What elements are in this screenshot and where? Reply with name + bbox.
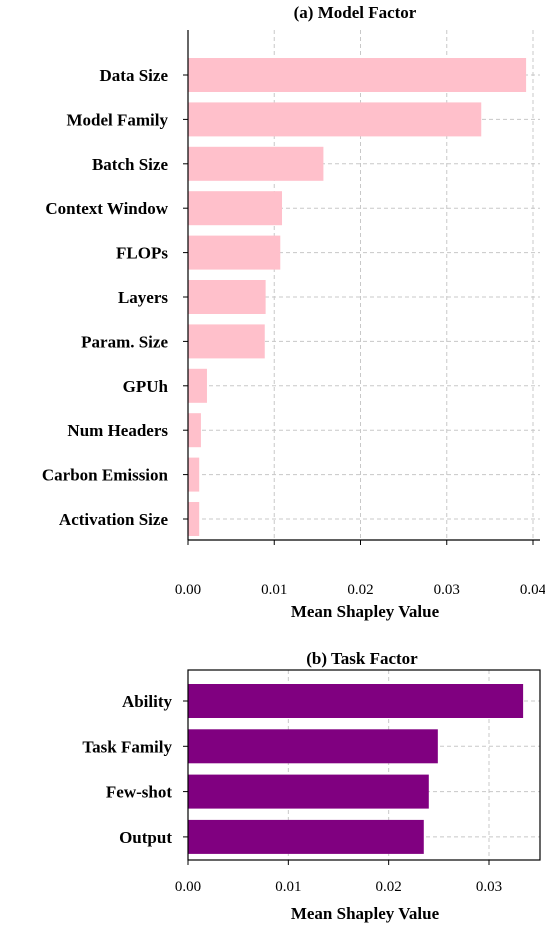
bar-a bbox=[188, 413, 201, 448]
x-tick-label-b: 0.02 bbox=[376, 879, 402, 895]
bar-a bbox=[188, 368, 207, 403]
category-label-a: Data Size bbox=[100, 66, 169, 85]
category-label-b: Output bbox=[119, 828, 172, 847]
x-tick-label-a: 0.01 bbox=[261, 582, 287, 598]
bar-a bbox=[188, 324, 265, 359]
category-label-a: FLOPs bbox=[116, 244, 168, 263]
x-tick-label-a: 0.03 bbox=[434, 582, 460, 598]
category-label-a: Layers bbox=[118, 288, 168, 307]
x-tick-label-a: 0.02 bbox=[347, 582, 373, 598]
category-label-a: Batch Size bbox=[92, 155, 168, 174]
category-label-b: Ability bbox=[122, 692, 173, 711]
x-tick-label-a: 0.04 bbox=[520, 582, 545, 598]
category-label-a: Num Headers bbox=[67, 421, 168, 440]
bar-a bbox=[188, 146, 324, 181]
bar-b bbox=[188, 819, 424, 854]
category-label-a: GPUh bbox=[123, 377, 169, 396]
bar-a bbox=[188, 58, 527, 92]
chart-title-a: (a) Model Factor bbox=[294, 3, 417, 22]
x-tick-label-a: 0.00 bbox=[175, 582, 201, 598]
panel-task-factor: (b) Task Factor Mean Shapley Value 0.00 0… bbox=[82, 649, 541, 923]
bar-a bbox=[188, 191, 283, 226]
chart-title-b: (b) Task Factor bbox=[306, 649, 418, 668]
bar-b bbox=[188, 774, 429, 809]
x-tick-label-b: 0.03 bbox=[476, 879, 502, 895]
category-label-b: Task Family bbox=[82, 737, 172, 756]
bar-a bbox=[188, 235, 281, 270]
plot-frame-b bbox=[187, 669, 541, 861]
category-label-b: Few-shot bbox=[106, 783, 172, 802]
x-tick-label-b: 0.01 bbox=[275, 879, 301, 895]
category-label-a: Context Window bbox=[45, 199, 168, 218]
x-tick-label-b: 0.00 bbox=[175, 879, 201, 895]
bar-b bbox=[188, 684, 524, 718]
bar-a bbox=[188, 502, 200, 536]
x-axis-label-a: Mean Shapley Value bbox=[291, 602, 440, 621]
category-label-a: Carbon Emission bbox=[42, 466, 169, 485]
category-label-a: Activation Size bbox=[59, 510, 169, 529]
bar-b bbox=[188, 729, 438, 764]
x-axis-label-b: Mean Shapley Value bbox=[291, 904, 440, 923]
panel-model-factor: (a) Model Factor Mean Shapley Value 0.00… bbox=[42, 3, 545, 621]
category-label-a: Model Family bbox=[66, 110, 168, 129]
bar-a bbox=[188, 280, 266, 314]
bar-a bbox=[188, 457, 200, 492]
bar-a bbox=[188, 102, 482, 137]
category-label-a: Param. Size bbox=[81, 332, 168, 351]
